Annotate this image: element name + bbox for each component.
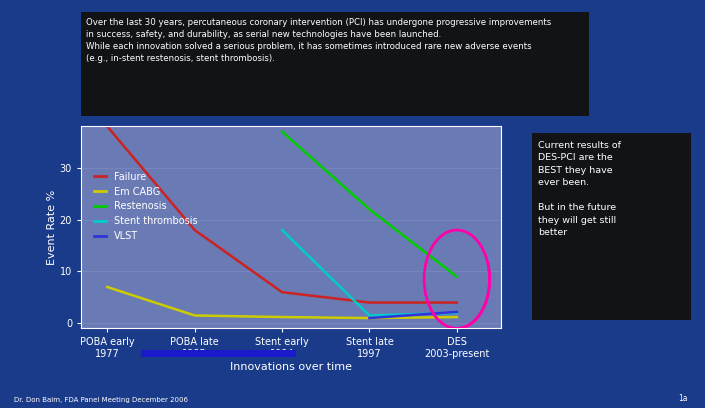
Text: Current results of
DES-PCI are the
BEST they have
ever been.

But in the future
: Current results of DES-PCI are the BEST … (538, 141, 621, 237)
Failure (453, 300, 461, 305)
Em CABG (365, 316, 374, 321)
Failure (190, 228, 199, 233)
Em CABG (278, 315, 286, 319)
X-axis label: Innovations over time: Innovations over time (230, 362, 352, 372)
Line: VLST: VLST (369, 312, 457, 318)
Failure (365, 300, 374, 305)
VLST (365, 316, 374, 321)
Restenosis (365, 207, 374, 212)
Text: Over the last 30 years, percutaneous coronary intervention (PCI) has undergone p: Over the last 30 years, percutaneous cor… (86, 18, 551, 63)
Em CABG (453, 315, 461, 319)
Failure (278, 290, 286, 295)
Text: 1a: 1a (678, 394, 687, 403)
Line: Em CABG: Em CABG (107, 287, 457, 318)
Legend: Failure, Em CABG, Restenosis, Stent thrombosis, VLST: Failure, Em CABG, Restenosis, Stent thro… (94, 172, 197, 241)
Stent thrombosis (278, 228, 286, 233)
Em CABG (190, 313, 199, 318)
Restenosis (453, 274, 461, 279)
Em CABG (103, 284, 111, 289)
VLST (453, 309, 461, 314)
Failure (103, 124, 111, 129)
Line: Failure: Failure (107, 126, 457, 303)
Stent thrombosis (453, 310, 461, 315)
Line: Restenosis: Restenosis (282, 132, 457, 277)
Y-axis label: Event Rate %: Event Rate % (47, 190, 57, 265)
Text: Dr. Don Baim, FDA Panel Meeting December 2006: Dr. Don Baim, FDA Panel Meeting December… (14, 397, 188, 403)
Restenosis (278, 129, 286, 134)
Stent thrombosis (365, 313, 374, 318)
Line: Stent thrombosis: Stent thrombosis (282, 230, 457, 315)
